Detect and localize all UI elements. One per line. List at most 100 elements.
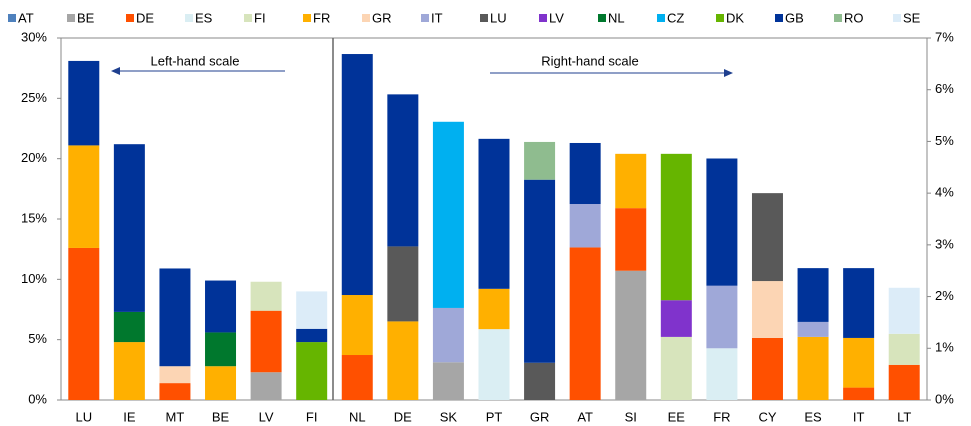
bar-segment	[432, 362, 464, 400]
bar-segment	[888, 287, 920, 334]
bar-segment	[205, 280, 237, 333]
legend-label: GB	[785, 10, 804, 25]
bar-segment	[706, 348, 738, 400]
y-tick-label: 0%	[28, 391, 47, 406]
legend-swatch	[598, 14, 606, 22]
bar-segment	[68, 247, 100, 400]
legend-swatch	[126, 14, 134, 22]
x-tick-label: SK	[440, 409, 458, 424]
legend-swatch	[716, 14, 724, 22]
x-tick-label: IT	[853, 409, 865, 424]
bar-segment	[250, 372, 282, 400]
bar-segment	[797, 268, 829, 322]
bar-segment	[478, 138, 510, 289]
bar-segment	[615, 153, 647, 209]
x-tick-label: LU	[75, 409, 92, 424]
x-tick-label: BE	[212, 409, 230, 424]
bar-segment	[843, 387, 875, 400]
x-tick-label: NL	[349, 409, 366, 424]
y2-tick-label: 3%	[935, 236, 954, 251]
y2-tick-label: 7%	[935, 29, 954, 44]
arrow-head	[724, 69, 733, 77]
x-tick-label: PT	[486, 409, 503, 424]
bar-segment	[113, 144, 145, 312]
legend-swatch	[421, 14, 429, 22]
bar-segment	[569, 204, 601, 248]
bar-segment	[751, 193, 783, 282]
bar-segment	[68, 60, 100, 146]
bar-segment	[205, 332, 237, 367]
bar-segment	[432, 121, 464, 308]
bar-segment	[296, 342, 328, 400]
bar-segment	[296, 291, 328, 329]
bar-segment	[797, 321, 829, 337]
bar-segment	[751, 337, 783, 400]
legend-swatch	[539, 14, 547, 22]
x-tick-label: EE	[668, 409, 686, 424]
x-tick-label: SI	[625, 409, 637, 424]
x-tick-label: LV	[259, 409, 274, 424]
x-tick-label: AT	[577, 409, 593, 424]
bar-segment	[524, 141, 556, 180]
legend-label: ES	[195, 10, 213, 25]
legend-label: LU	[490, 10, 507, 25]
legend-swatch	[362, 14, 370, 22]
y2-tick-label: 2%	[935, 288, 954, 303]
x-tick-label: DE	[394, 409, 412, 424]
legend-label: AT	[18, 10, 34, 25]
bar-segment	[615, 208, 647, 271]
bar-segment	[888, 333, 920, 365]
bar-segment	[569, 247, 601, 400]
arrow-head	[111, 67, 120, 75]
legend-swatch	[893, 14, 901, 22]
bar-segment	[159, 366, 191, 384]
bar-segment	[387, 321, 419, 400]
legend-label: DK	[726, 10, 744, 25]
bar-segment	[751, 281, 783, 338]
bar-segment	[250, 310, 282, 373]
bar-segment	[660, 153, 692, 301]
bar-segment	[250, 281, 282, 311]
legend-label: FR	[313, 10, 330, 25]
y-tick-label: 10%	[21, 271, 47, 286]
y-tick-label: 25%	[21, 90, 47, 105]
legend-swatch	[657, 14, 665, 22]
bar-segment	[660, 300, 692, 337]
bar-segment	[478, 329, 510, 400]
bar-segment	[888, 364, 920, 400]
bar-segment	[159, 268, 191, 367]
y2-tick-label: 1%	[935, 340, 954, 355]
legend-label: NL	[608, 10, 625, 25]
x-tick-label: MT	[166, 409, 185, 424]
bar-segment	[341, 54, 373, 296]
legend-label: FI	[254, 10, 266, 25]
bar-segment	[68, 145, 100, 248]
legend-swatch	[244, 14, 252, 22]
bar-segment	[524, 362, 556, 400]
legend-label: IT	[431, 10, 443, 25]
legend-label: SE	[903, 10, 921, 25]
bar-segment	[569, 142, 601, 205]
y2-tick-label: 5%	[935, 133, 954, 148]
bar-segment	[843, 337, 875, 388]
bar-segment	[159, 383, 191, 400]
y2-tick-label: 6%	[935, 81, 954, 96]
bar-segment	[341, 295, 373, 356]
bar-segment	[797, 336, 829, 400]
bar-segment	[432, 307, 464, 363]
y-tick-label: 20%	[21, 150, 47, 165]
x-tick-label: LT	[897, 409, 911, 424]
y-tick-label: 5%	[28, 331, 47, 346]
legend-swatch	[303, 14, 311, 22]
y2-tick-label: 0%	[935, 391, 954, 406]
bar-segment	[706, 285, 738, 349]
legend-label: GR	[372, 10, 392, 25]
bar-segment	[341, 355, 373, 400]
bar-segment	[615, 270, 647, 400]
bar-segment	[706, 158, 738, 286]
bar-segment	[296, 328, 328, 343]
bar-segment	[387, 246, 419, 322]
legend-label: RO	[844, 10, 864, 25]
bar-segment	[660, 336, 692, 400]
